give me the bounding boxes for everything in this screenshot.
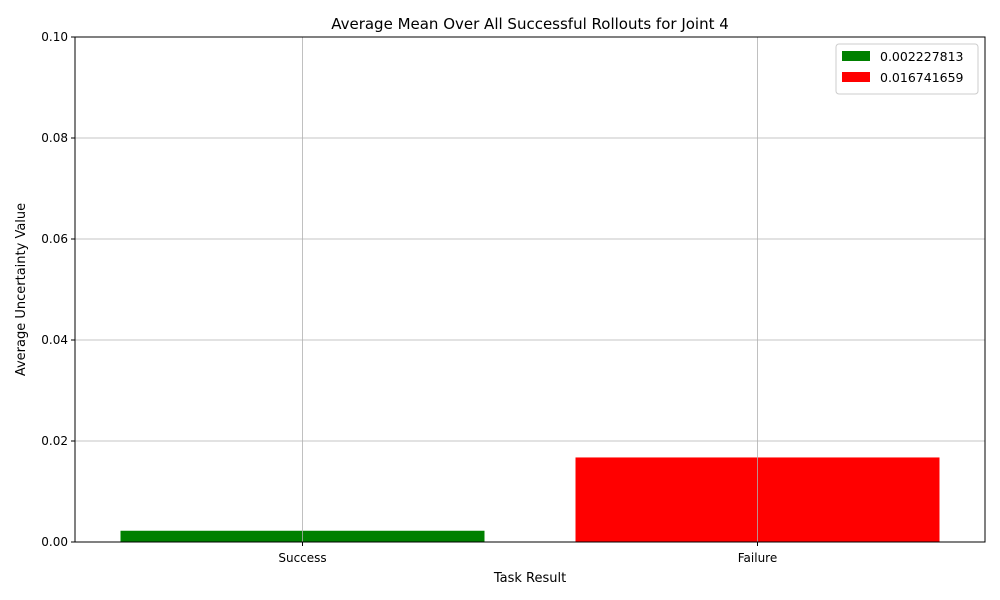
- y-tick-label: 0.08: [41, 131, 68, 145]
- legend-box: [835, 43, 979, 95]
- y-axis-ticks: 0.00 0.02 0.04 0.06 0.08 0.10: [41, 30, 75, 549]
- x-tick-label: Failure: [738, 551, 777, 565]
- y-tick-label: 0.02: [41, 434, 68, 448]
- y-tick-label: 0.04: [41, 333, 68, 347]
- y-tick-label: 0.00: [41, 535, 68, 549]
- y-tick-label: 0.06: [41, 232, 68, 246]
- legend-swatch: [842, 51, 870, 61]
- vertical-grid-lines: [302, 37, 758, 542]
- x-tick-label: Success: [278, 551, 326, 565]
- x-axis-label: Task Result: [493, 571, 566, 586]
- y-tick-label: 0.10: [41, 30, 68, 44]
- bars: [120, 457, 940, 542]
- legend-entry: 0.002227813: [880, 49, 964, 64]
- legend-swatch: [842, 72, 870, 82]
- legend-entry: 0.016741659: [880, 70, 964, 85]
- x-axis-ticks: Success Failure: [278, 542, 777, 565]
- plot-frame: [74, 36, 986, 543]
- y-axis-label: Average Uncertainty Value: [14, 203, 29, 376]
- chart-title: Average Mean Over All Successful Rollout…: [331, 15, 729, 33]
- legend: 0.002227813 0.016741659: [835, 43, 979, 95]
